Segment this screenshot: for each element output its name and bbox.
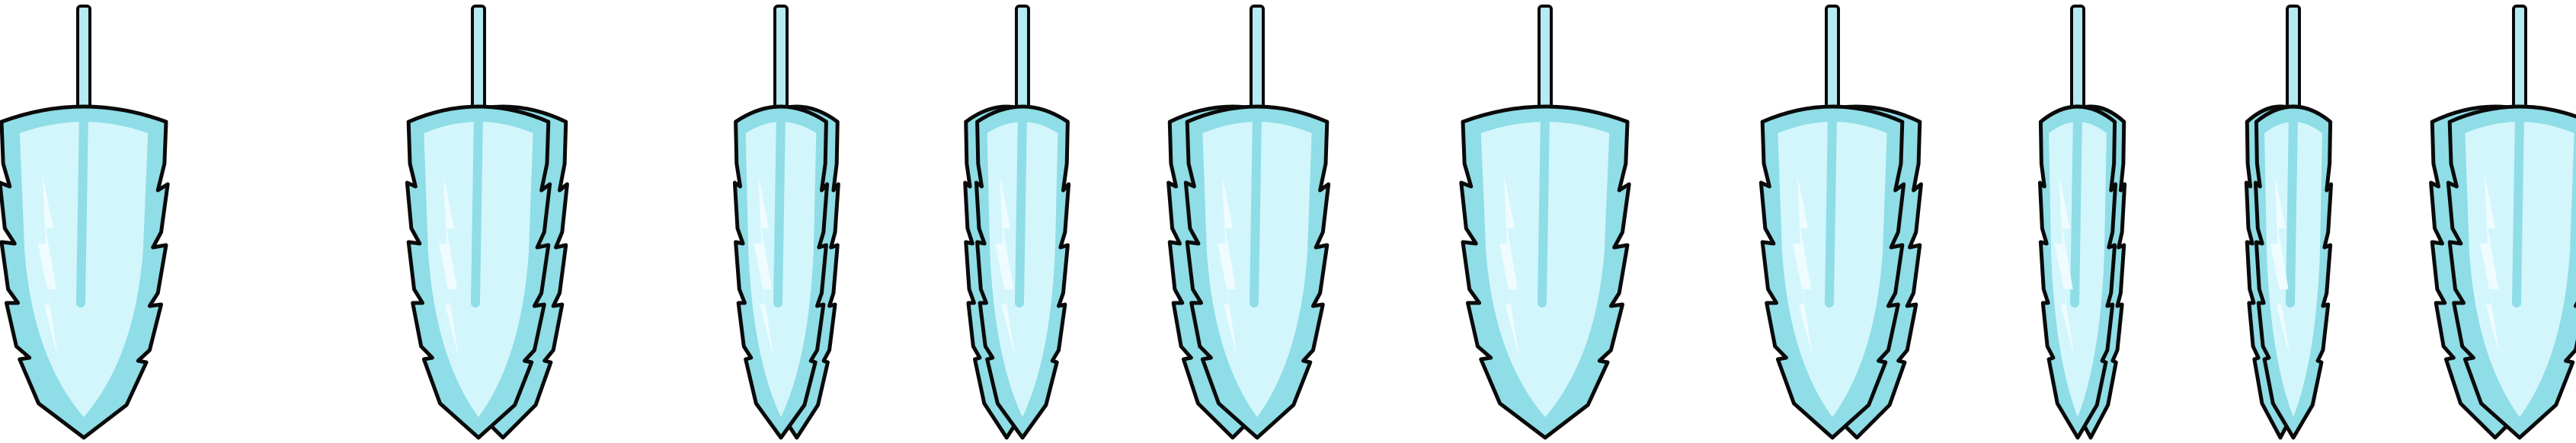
feather-icon <box>2244 5 2334 440</box>
feather-icon <box>0 5 170 440</box>
frame-7 <box>1758 5 1923 440</box>
feather-icon <box>732 5 840 440</box>
feather-icon <box>405 5 569 440</box>
feather-icon <box>2037 5 2127 440</box>
frame-9 <box>2244 5 2334 440</box>
frame-3 <box>732 5 840 440</box>
frame-8 <box>2037 5 2127 440</box>
feather-icon <box>2429 5 2576 440</box>
feather-icon <box>963 5 1071 440</box>
feather-icon <box>1459 5 1631 440</box>
frame-4 <box>963 5 1071 440</box>
frame-10 <box>2429 5 2576 440</box>
frame-1 <box>0 5 170 440</box>
feather-icon <box>1758 5 1923 440</box>
frame-2 <box>405 5 569 440</box>
frame-5 <box>1166 5 1331 440</box>
frame-6 <box>1459 5 1631 440</box>
feather-icon <box>1166 5 1331 440</box>
